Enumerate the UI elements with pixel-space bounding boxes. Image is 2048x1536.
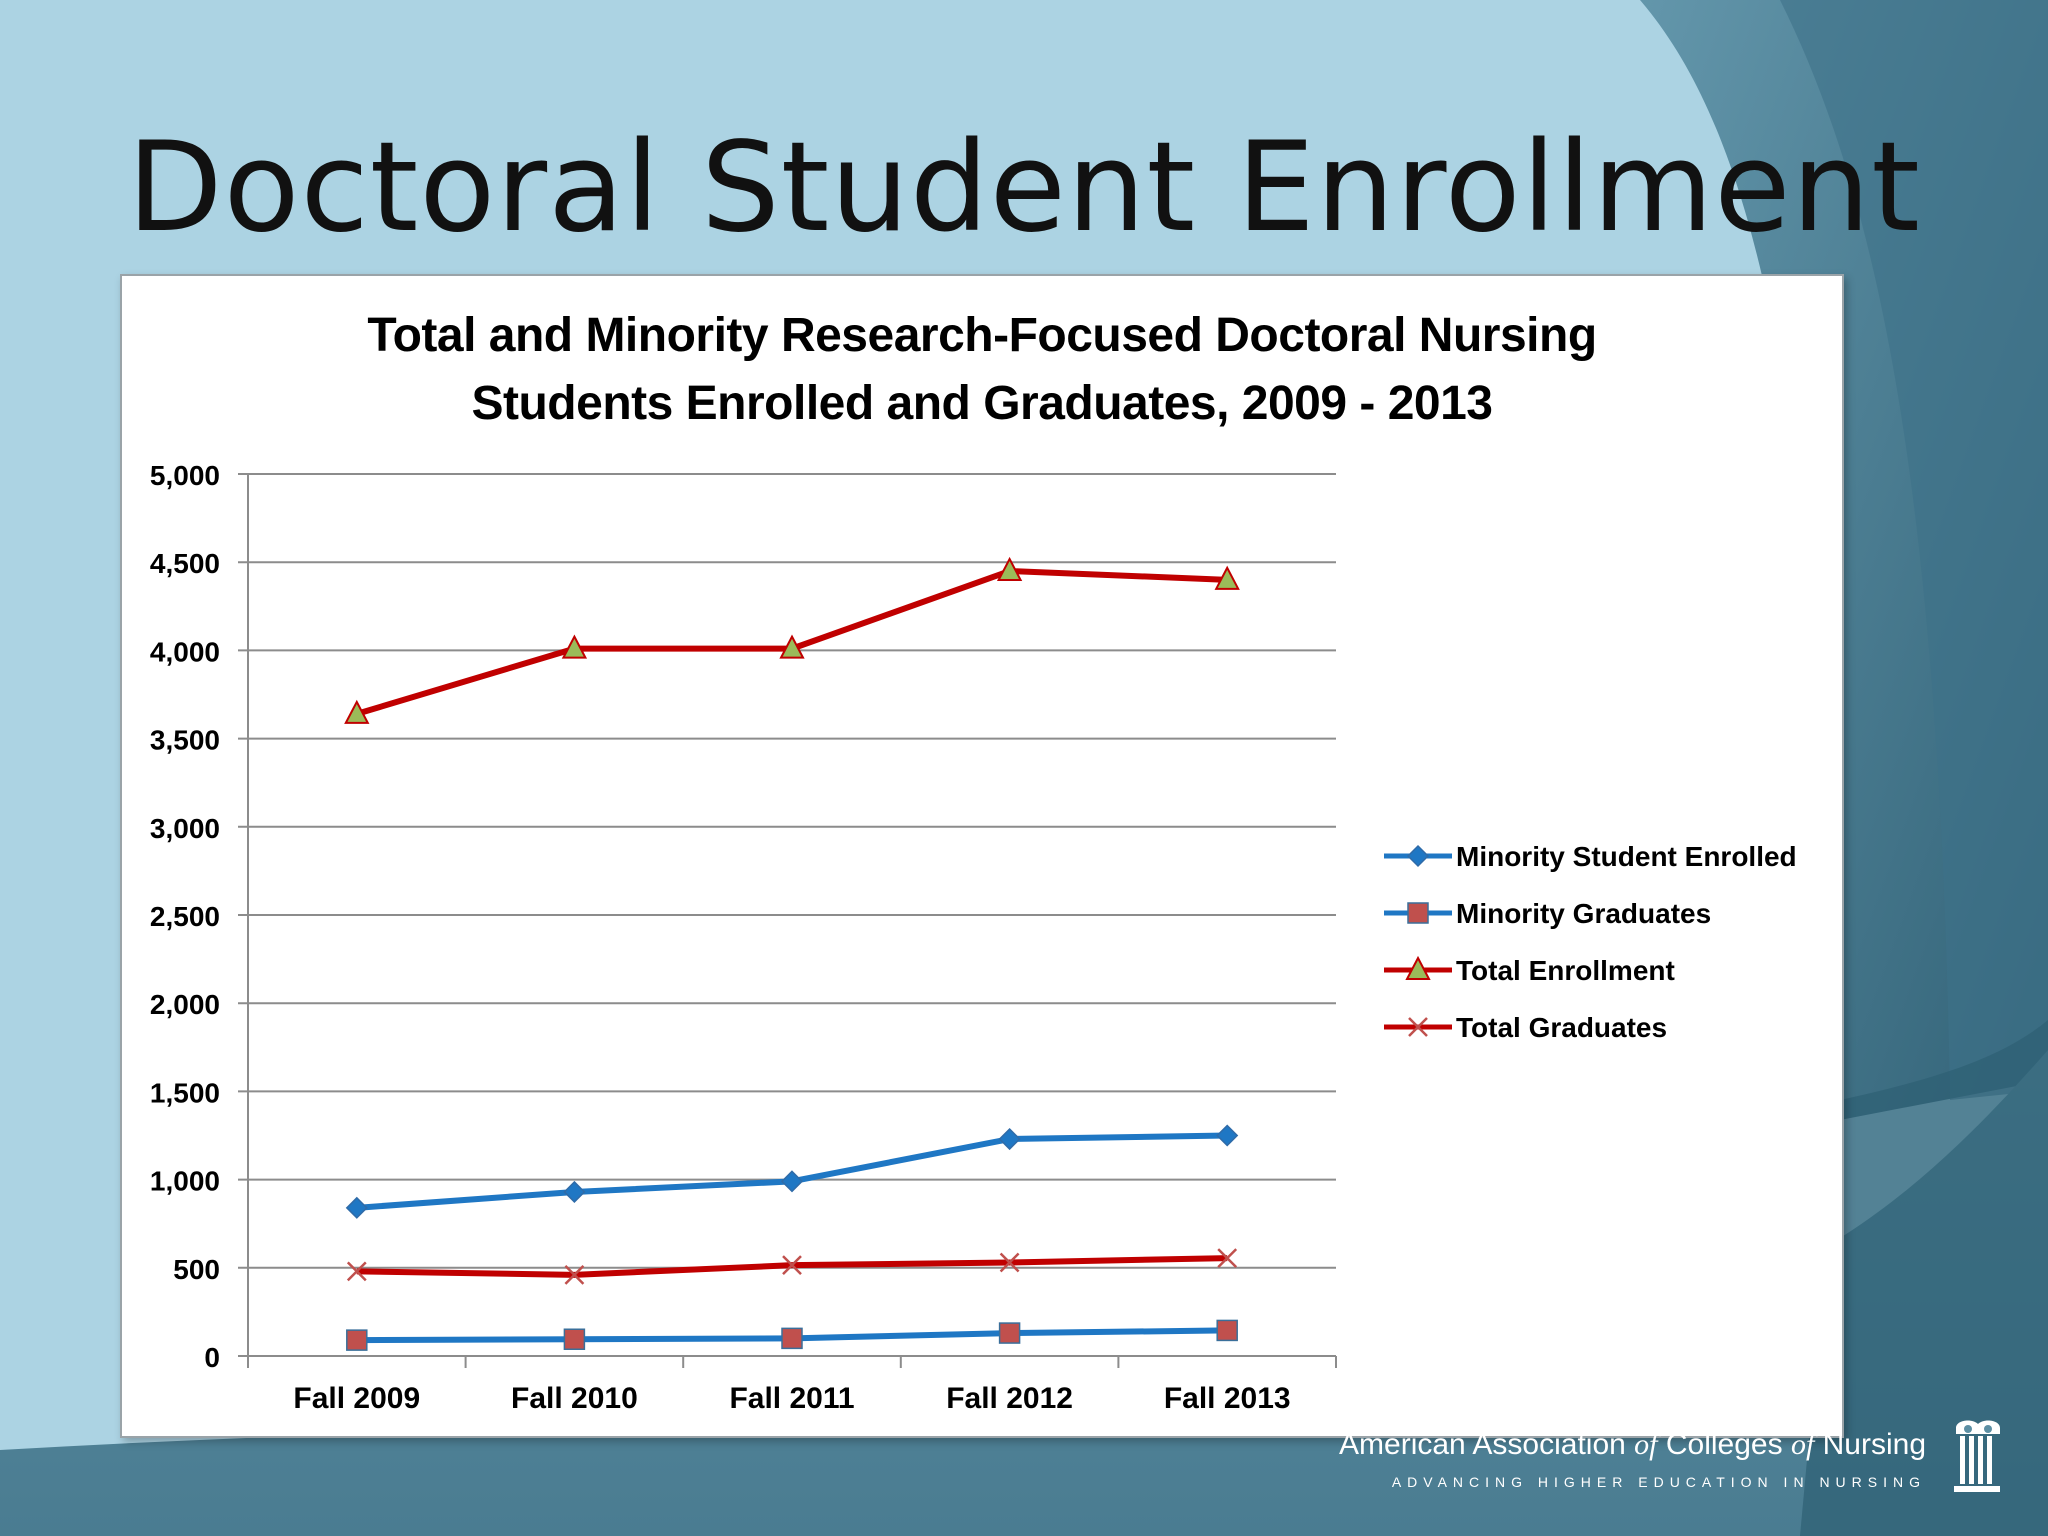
- y-tick-label: 4,500: [150, 548, 220, 579]
- data-point: [345, 1196, 368, 1219]
- data-point: [782, 1255, 802, 1276]
- org-name: American Association of Colleges of Nurs…: [1339, 1428, 1926, 1461]
- chart-container: Total and Minority Research-Focused Doct…: [120, 274, 1844, 1438]
- data-point: [998, 1127, 1021, 1151]
- legend-label: Minority Student Enrolled: [1456, 841, 1797, 872]
- data-point: [346, 1261, 367, 1282]
- y-tick-label: 1,500: [150, 1077, 220, 1108]
- x-tick-label: Fall 2011: [729, 1382, 854, 1415]
- y-tick-label: 3,500: [150, 725, 220, 756]
- y-tick-label: 1,000: [150, 1166, 220, 1197]
- data-point: [1214, 565, 1240, 590]
- legend-marker: [1406, 844, 1430, 868]
- legend-label: Total Enrollment: [1456, 955, 1675, 986]
- y-tick-label: 4,000: [150, 636, 220, 667]
- data-point: [999, 1252, 1020, 1273]
- data-point: [996, 556, 1023, 582]
- data-point: [344, 699, 370, 724]
- legend-marker: [1407, 902, 1429, 924]
- data-point: [1217, 1248, 1238, 1268]
- data-point: [561, 634, 588, 659]
- slide-title: Doctoral Student Enrollment: [127, 116, 1921, 260]
- data-point: [779, 634, 805, 659]
- legend-marker: [1405, 955, 1431, 980]
- data-point: [1216, 1319, 1238, 1342]
- legend-marker: [1408, 1017, 1428, 1037]
- data-point: [998, 1322, 1021, 1344]
- legend-label: Minority Graduates: [1456, 898, 1711, 929]
- y-tick-label: 0: [204, 1342, 220, 1373]
- y-tick-label: 500: [173, 1254, 220, 1285]
- legend-label: Total Graduates: [1456, 1012, 1667, 1043]
- y-tick-label: 2,000: [150, 989, 220, 1020]
- data-point: [563, 1328, 586, 1350]
- data-point: [1216, 1124, 1239, 1147]
- x-tick-label: Fall 2012: [946, 1382, 1073, 1415]
- x-tick-label: Fall 2013: [1164, 1382, 1291, 1415]
- data-point: [564, 1264, 585, 1285]
- chart-title-line-2: Students Enrolled and Graduates, 2009 - …: [471, 377, 1493, 430]
- org-tagline: ADVANCING HIGHER EDUCATION IN NURSING: [1391, 1474, 1926, 1490]
- y-tick-label: 5,000: [150, 460, 220, 491]
- data-point: [563, 1180, 586, 1204]
- line-chart: 0 500 1,000 1,500 2,000 2,500 3,000 3,500 4,000 4…: [150, 460, 1797, 1415]
- column-logo-icon: [1954, 1420, 2000, 1492]
- chart-title-line-1: Total and Minority Research-Focused Doct…: [367, 309, 1597, 362]
- x-tick-label: Fall 2010: [511, 1382, 638, 1415]
- data-point: [346, 1329, 368, 1351]
- x-tick-label: Fall 2009: [293, 1382, 420, 1415]
- y-tick-label: 2,500: [150, 901, 220, 932]
- y-tick-label: 3,000: [150, 813, 220, 844]
- data-point: [780, 1170, 804, 1193]
- aacn-logo: American Association of Colleges of Nurs…: [1318, 1418, 2018, 1498]
- data-point: [781, 1327, 803, 1350]
